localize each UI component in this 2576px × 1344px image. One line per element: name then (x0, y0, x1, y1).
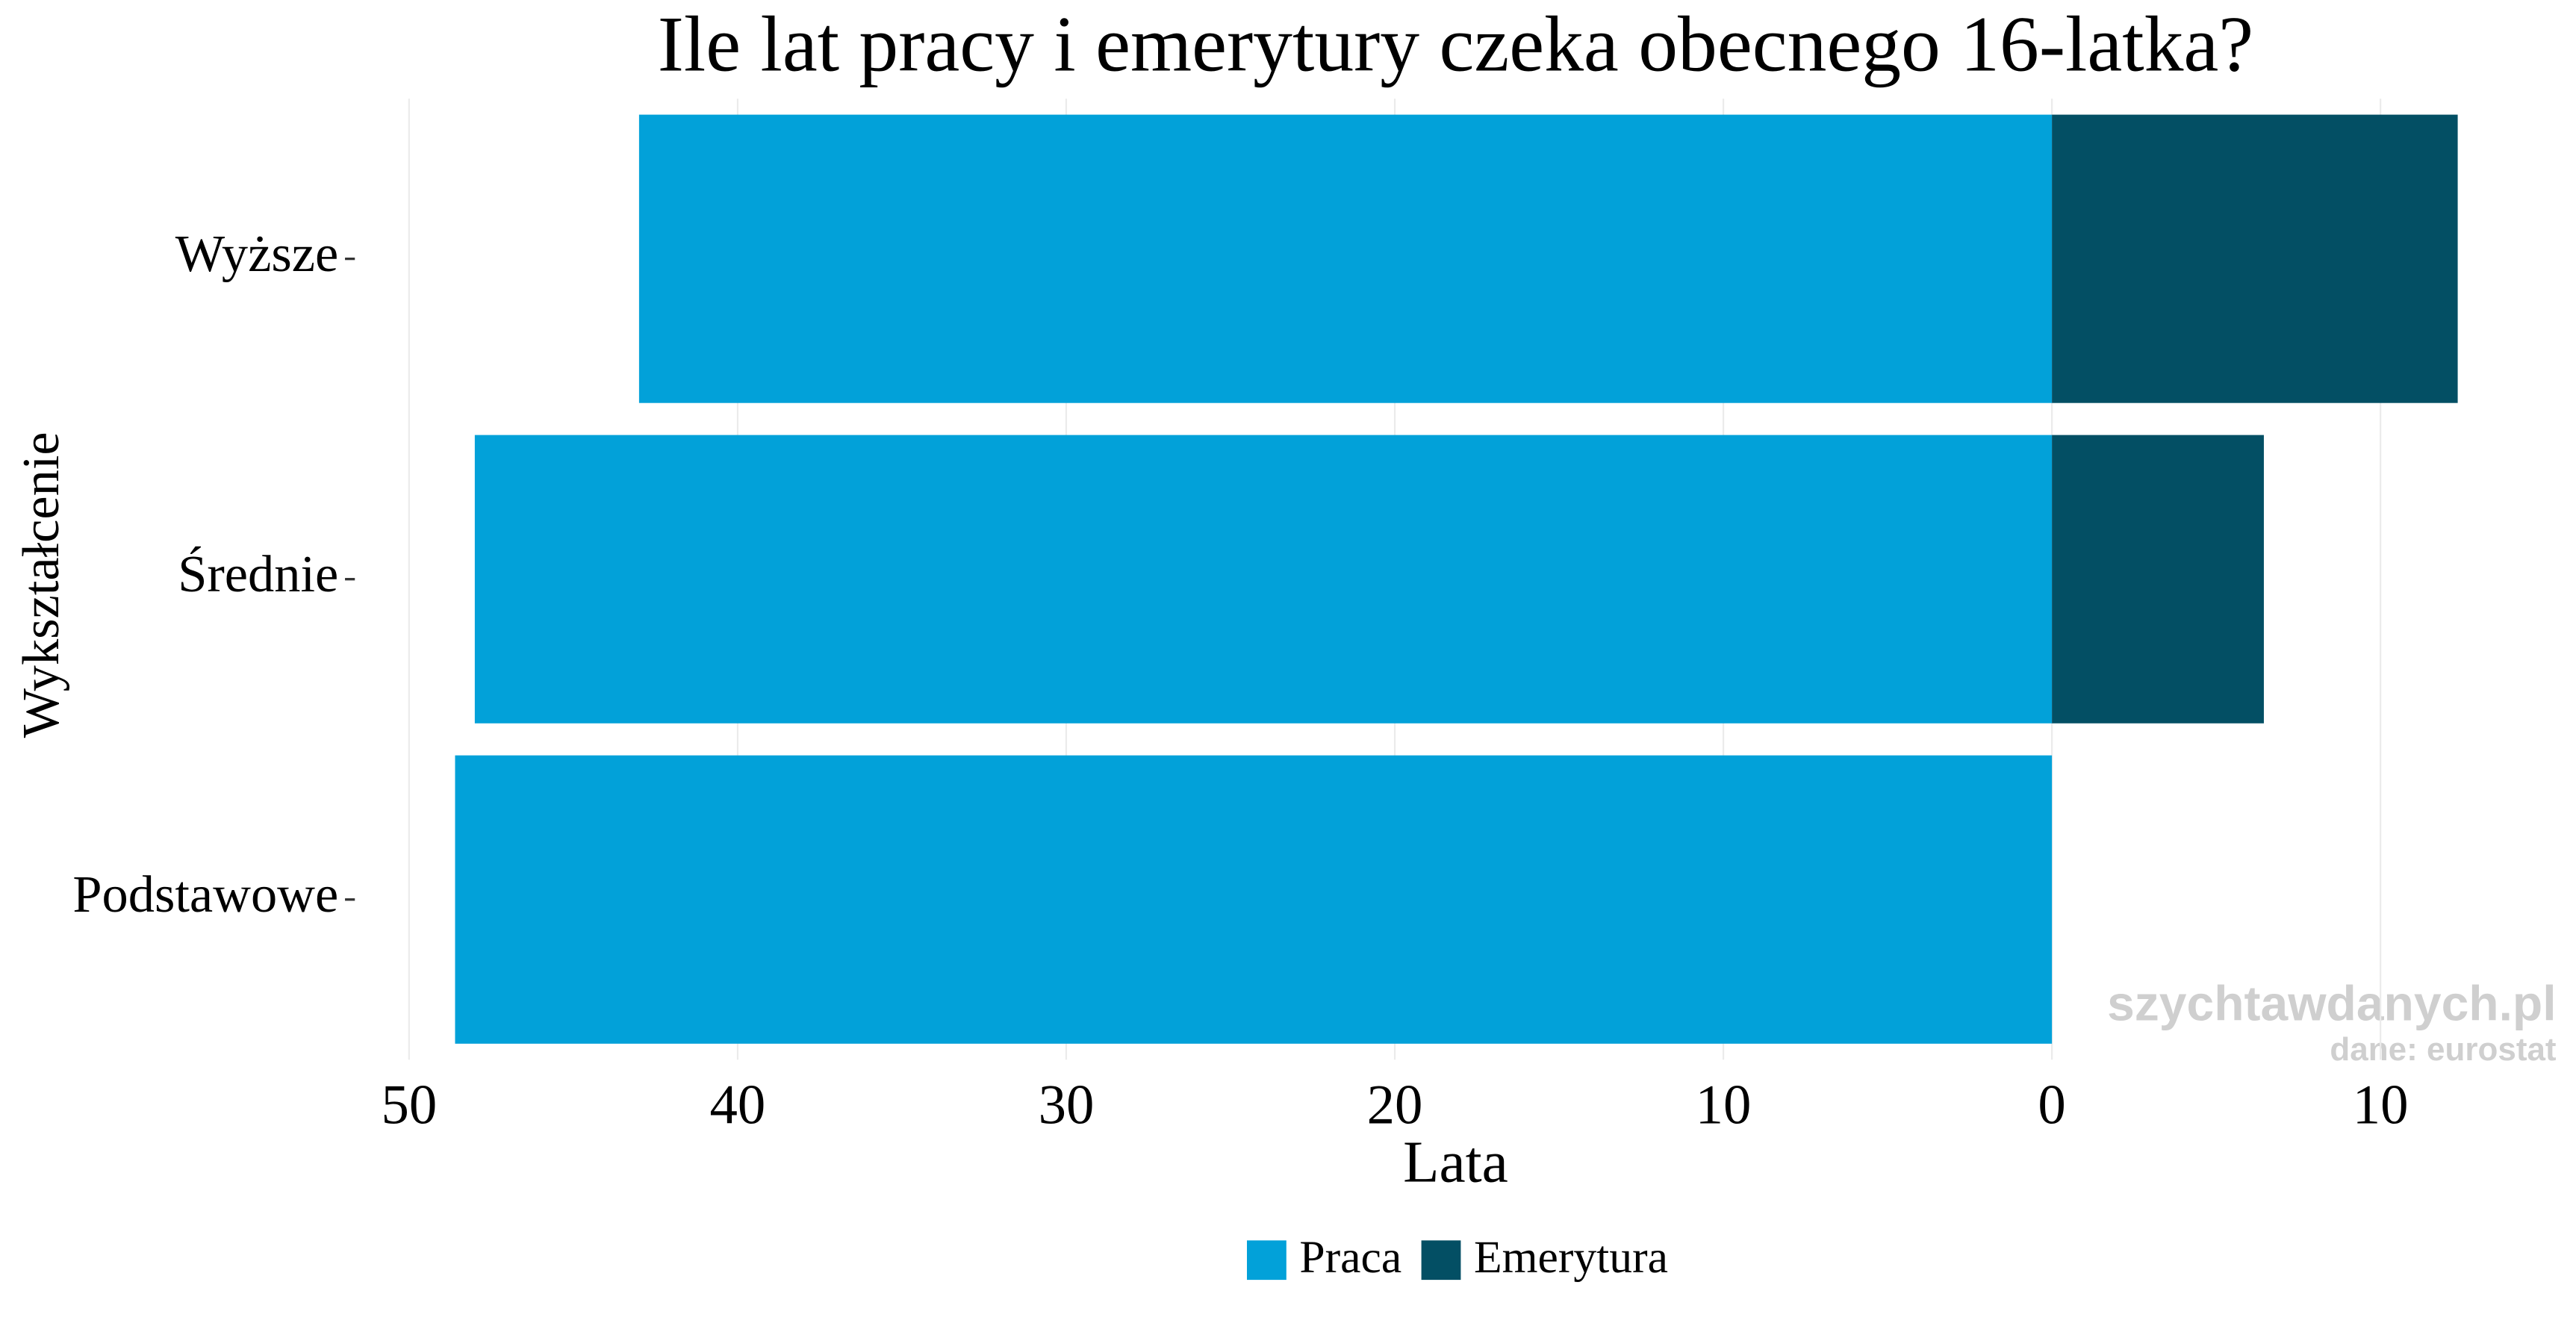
x-axis-title: Lata (1403, 1130, 1508, 1195)
x-tick-label: 10 (1696, 1074, 1752, 1136)
x-tick-label: 30 (1039, 1074, 1095, 1136)
x-tick-label: 40 (710, 1074, 766, 1136)
bar (638, 114, 2053, 403)
bar (455, 755, 2053, 1044)
watermark: szychtawdanych.pl (2107, 975, 2557, 1030)
y-tick-label: Średnie (178, 545, 338, 603)
x-tick-label: 50 (381, 1074, 437, 1136)
legend-label: Emerytura (1474, 1232, 1668, 1283)
chart-title: Ile lat pracy i emerytury czeka obecnego… (658, 1, 2253, 88)
bar (474, 435, 2053, 724)
bar (2052, 114, 2458, 403)
y-axis-title: Wykształcenie (12, 432, 70, 738)
legend-label: Praca (1299, 1232, 1401, 1283)
legend-swatch (1246, 1240, 1287, 1281)
legend-swatch (1421, 1240, 1461, 1281)
source-note: dane: eurostat (2330, 1031, 2557, 1068)
bar (2052, 435, 2264, 724)
x-tick-label: 10 (2353, 1074, 2409, 1136)
y-tick-label: Podstawowe (72, 865, 338, 924)
x-tick-label: 20 (1367, 1074, 1423, 1136)
y-tick-label: Wyższe (175, 225, 339, 283)
x-tick-label: 0 (2038, 1074, 2065, 1136)
